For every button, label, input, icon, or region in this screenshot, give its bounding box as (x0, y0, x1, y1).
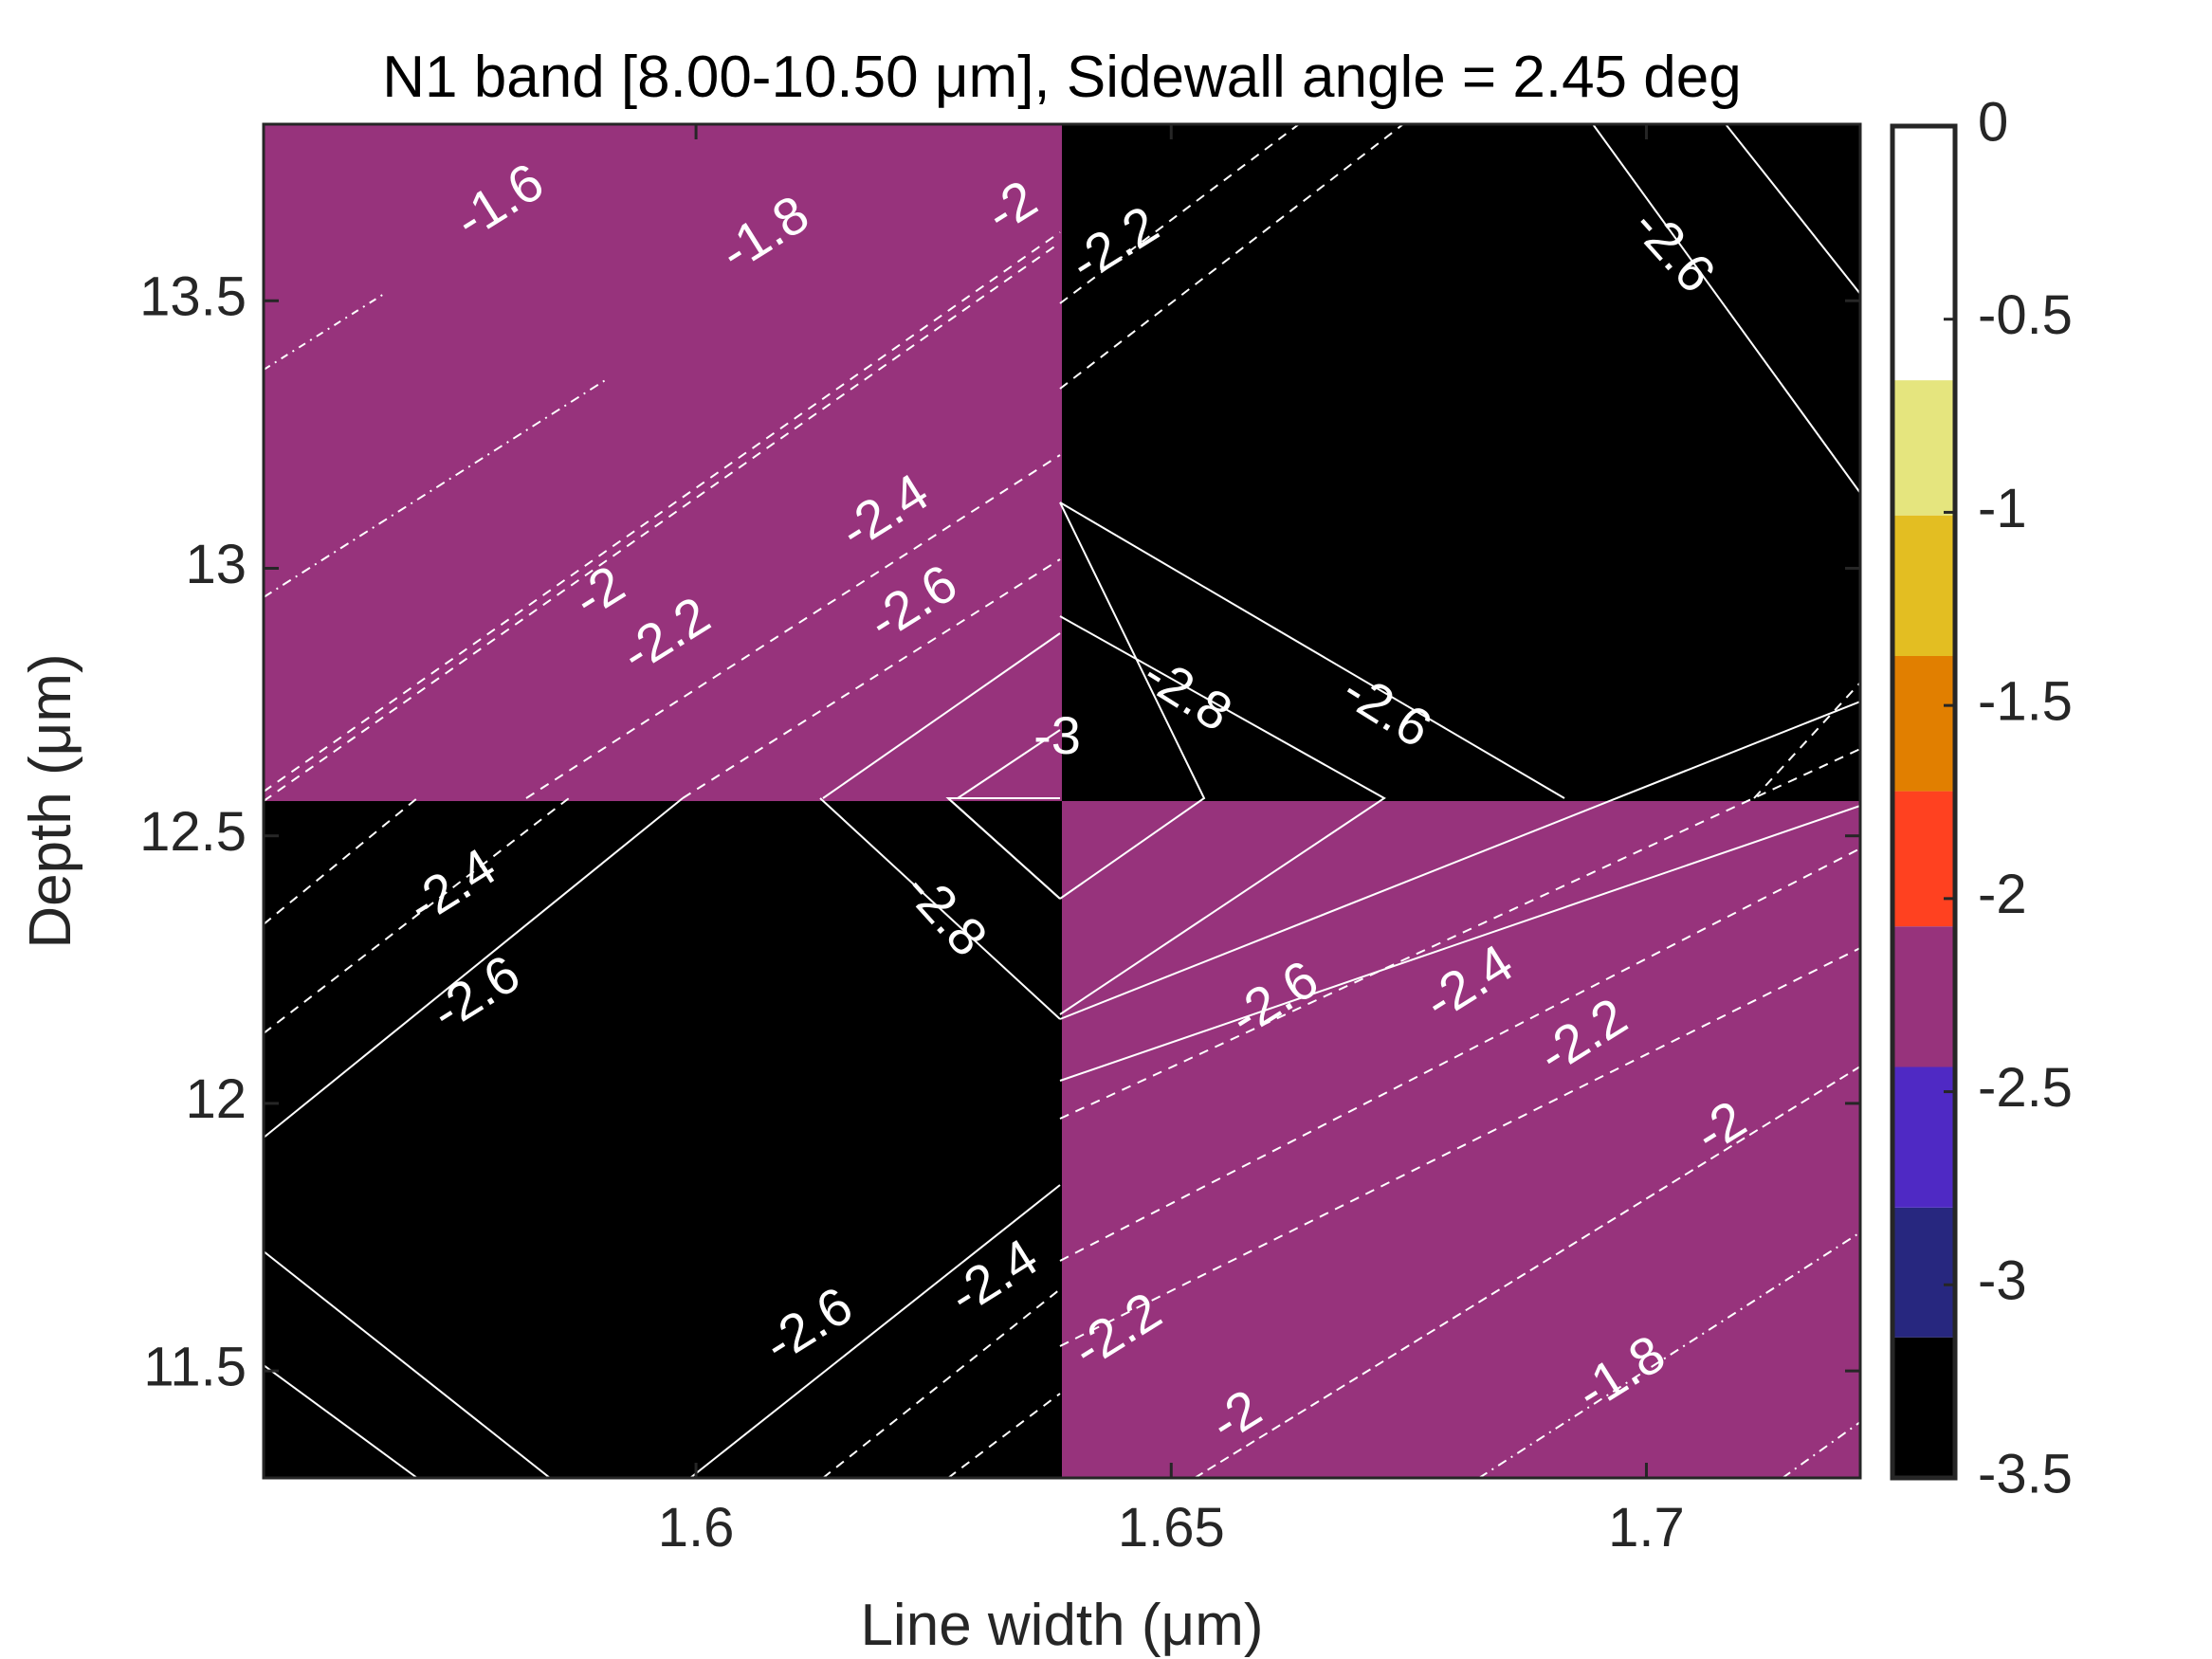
x-axis-label: Line width (μm) (860, 1593, 1263, 1658)
contour-line (264, 797, 570, 1034)
colorbar-level (1892, 126, 1955, 381)
plot-area: -1.6 -1.8 -2 -2.2 -2.6-2-2.2-2.4-2.6-3 -2.8 -2… (139, 122, 1862, 1559)
colorbar-tick-label: -1 (1978, 478, 2027, 539)
colorbar-level (1892, 791, 1955, 927)
colorbar-tick-label: -2.5 (1978, 1057, 2073, 1119)
colorbar-frame (1890, 123, 1958, 1481)
colorbar-tick-label: -2 (1978, 864, 2027, 925)
contour-label: -3 (1033, 705, 1081, 765)
colorbar-level (1892, 380, 1955, 516)
contour-line (1059, 748, 1860, 1120)
contour-line (1059, 501, 1206, 900)
contour-line (682, 558, 1061, 799)
x-tick-label: 1.7 (1608, 1497, 1685, 1559)
heatmap-cell (264, 124, 1062, 801)
contour-line (822, 632, 1061, 799)
colorbar-levels (1892, 126, 1955, 1478)
contour-line (1059, 701, 1860, 1020)
contour-line (1478, 1231, 1860, 1478)
colorbar-tick-label: -3 (1978, 1250, 2027, 1312)
y-axis-label: Depth (μm) (18, 653, 83, 948)
colorbar-level (1892, 1207, 1955, 1338)
colorbar-tick-label: -0.5 (1978, 284, 2073, 346)
heatmap-cell (1062, 124, 1860, 801)
x-tick-label: 1.6 (658, 1497, 735, 1559)
contour-line (1059, 501, 1565, 799)
contour-line (1753, 682, 1860, 799)
y-tick-label: 12.5 (139, 801, 247, 863)
contour-line (1059, 805, 1860, 1082)
contour-line (1592, 124, 1860, 494)
contour-line (947, 797, 1061, 900)
y-tick-label: 13 (185, 534, 247, 595)
contour-line (947, 1393, 1061, 1478)
contour-line (1059, 615, 1386, 1015)
y-tick-label: 13.5 (139, 266, 247, 328)
y-axis-ticks: 11.5 12 12.5 13 13.5 (139, 266, 1860, 1397)
colorbar-level (1892, 926, 1955, 1067)
x-axis-ticks: 1.6 1.65 1.7 (658, 124, 1685, 1559)
contour-line (264, 1364, 418, 1478)
contour-line (1782, 1421, 1860, 1478)
colorbar-level (1892, 655, 1955, 792)
contour-lines (264, 124, 1860, 1478)
colorbar: 0 -0.5 -1 -1.5 -2 -2.5 -3 -3.5 (1890, 91, 2073, 1504)
plot-frame (262, 122, 1862, 1480)
contour-line (1725, 124, 1860, 295)
contour-line (525, 454, 1061, 799)
contour-line (1059, 124, 1404, 390)
colorbar-ticks: 0 -0.5 -1 -1.5 -2 -2.5 -3 -3.5 (1944, 91, 2073, 1504)
contour-line (957, 729, 1061, 799)
heatmap-cells (264, 124, 1860, 1478)
heatmap-cell (1062, 801, 1860, 1478)
colorbar-tick-label: -3.5 (1978, 1443, 2073, 1504)
contour-line (264, 797, 684, 1139)
contour-line (1194, 1066, 1860, 1478)
contour-line (1059, 848, 1860, 1262)
contour-line (819, 797, 1061, 1020)
x-tick-label: 1.65 (1118, 1497, 1225, 1559)
contour-line (1059, 947, 1860, 1347)
y-tick-label: 12 (185, 1068, 247, 1130)
colorbar-tick-label: 0 (1978, 91, 2008, 153)
contour-line (264, 242, 1061, 802)
contour-line (264, 1250, 551, 1478)
heatmap-cell (264, 801, 1062, 1478)
colorbar-level (1892, 1337, 1955, 1478)
contour-line (264, 293, 385, 371)
colorbar-level (1892, 1066, 1955, 1208)
y-tick-label: 11.5 (143, 1336, 247, 1397)
contour-line (689, 1184, 1061, 1478)
colorbar-tick-label: -1.5 (1978, 670, 2073, 732)
chart-title: N1 band [8.00-10.50 μm], Sidewall angle … (382, 45, 1741, 110)
contour-line (264, 231, 1061, 793)
colorbar-level (1892, 515, 1955, 656)
